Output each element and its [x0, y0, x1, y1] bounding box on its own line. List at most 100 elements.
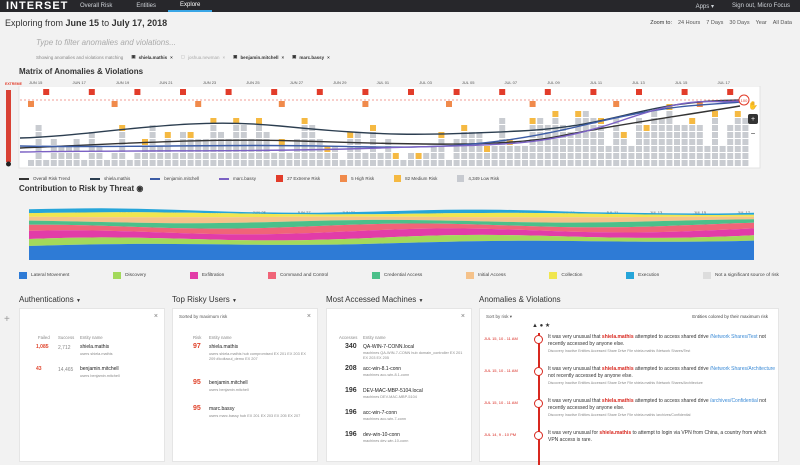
low-risk-cell[interactable] [575, 125, 582, 131]
low-risk-cell[interactable] [590, 153, 597, 159]
low-risk-cell[interactable] [674, 132, 680, 138]
low-risk-cell[interactable] [88, 153, 95, 159]
low-risk-cell[interactable] [461, 160, 468, 166]
low-risk-cell[interactable] [590, 160, 597, 166]
low-risk-cell[interactable] [316, 153, 323, 159]
low-risk-cell[interactable] [35, 132, 42, 138]
low-risk-cell[interactable] [248, 146, 255, 152]
low-risk-cell[interactable] [119, 139, 126, 145]
low-risk-cell[interactable] [651, 125, 658, 131]
low-risk-cell[interactable] [605, 146, 612, 152]
table-row[interactable]: 97 shiela.mathis users shiela.mathis hub c… [173, 343, 319, 369]
zoom-30-days[interactable]: 30 Days [729, 20, 750, 26]
low-risk-cell[interactable] [636, 153, 642, 159]
low-risk-cell[interactable] [263, 160, 270, 166]
low-risk-cell[interactable] [301, 139, 308, 145]
threat-band-discovery[interactable] [29, 234, 754, 246]
low-risk-cell[interactable] [172, 153, 179, 159]
low-risk-cell[interactable] [666, 125, 673, 131]
close-icon[interactable]: × [460, 313, 465, 320]
low-risk-cell[interactable] [689, 139, 696, 145]
low-risk-cell[interactable] [491, 160, 498, 166]
low-risk-cell[interactable] [81, 160, 88, 166]
low-risk-cell[interactable] [620, 153, 627, 159]
anomaly-matrix-chart[interactable]: 100 [0, 86, 770, 172]
low-risk-cell[interactable] [575, 160, 582, 166]
low-risk-cell[interactable] [734, 125, 741, 131]
legend-item[interactable]: Command and Control [267, 272, 328, 279]
low-risk-cell[interactable] [415, 160, 422, 166]
low-risk-cell[interactable] [712, 139, 718, 145]
shiela-mathis-line[interactable] [19, 99, 741, 139]
low-risk-cell[interactable] [233, 160, 240, 166]
low-risk-cell[interactable] [66, 160, 72, 166]
low-risk-cell[interactable] [636, 132, 642, 138]
threat-band-initial-access[interactable] [29, 216, 754, 224]
anomaly-user[interactable]: shiela.mathis [599, 430, 632, 436]
nav-overall-risk[interactable]: Overall Risk [80, 3, 113, 9]
low-risk-cell[interactable] [309, 125, 316, 131]
low-risk-cell[interactable] [180, 139, 186, 145]
low-risk-cell[interactable] [354, 160, 361, 166]
low-risk-cell[interactable] [658, 132, 665, 138]
low-risk-cell[interactable] [392, 160, 399, 166]
low-risk-cell[interactable] [727, 153, 734, 159]
low-risk-cell[interactable] [552, 153, 559, 159]
anomaly-description[interactable]: It was very unusual that shiela.mathis a… [548, 334, 778, 348]
low-risk-cell[interactable] [233, 153, 240, 159]
low-risk-cell[interactable] [294, 139, 300, 145]
chip-benjamin[interactable]: ▣ benjamin.mitchell × [233, 54, 284, 60]
low-risk-cell[interactable] [461, 139, 468, 145]
star-icon[interactable]: ★ [544, 323, 551, 329]
low-risk-cell[interactable] [354, 132, 361, 138]
low-risk-cell[interactable] [468, 146, 475, 152]
low-risk-cell[interactable] [301, 132, 308, 138]
legend-item[interactable]: 27 Extreme Risk [276, 175, 320, 182]
low-risk-cell[interactable] [316, 160, 323, 166]
low-risk-cell[interactable] [742, 139, 749, 145]
medium-risk-cell[interactable] [301, 118, 308, 124]
low-risk-cell[interactable] [263, 153, 270, 159]
close-icon[interactable]: × [281, 54, 285, 60]
low-risk-cell[interactable] [476, 132, 483, 138]
table-row[interactable]: 208 acc-win-8.1-conn machines acc-win-8.1-… [327, 365, 473, 385]
low-risk-cell[interactable] [689, 125, 696, 131]
extreme-risk-cell[interactable] [499, 89, 506, 95]
apps-menu[interactable]: Apps ▾ [696, 3, 714, 10]
low-risk-cell[interactable] [248, 139, 255, 145]
low-risk-cell[interactable] [636, 139, 642, 145]
low-risk-cell[interactable] [438, 146, 445, 152]
low-risk-cell[interactable] [476, 139, 483, 145]
low-risk-cell[interactable] [613, 160, 620, 166]
low-risk-cell[interactable] [658, 125, 665, 131]
low-risk-cell[interactable] [552, 118, 559, 124]
low-risk-cell[interactable] [164, 146, 171, 152]
low-risk-cell[interactable] [636, 118, 642, 124]
low-risk-cell[interactable] [438, 139, 445, 145]
low-risk-cell[interactable] [256, 160, 262, 166]
entity-name[interactable]: benjamin.mitchell [80, 366, 119, 372]
low-risk-cell[interactable] [301, 153, 308, 159]
low-risk-cell[interactable] [134, 160, 141, 166]
low-risk-cell[interactable] [240, 125, 247, 131]
eye-icon[interactable]: ◉ [136, 184, 144, 193]
low-risk-cell[interactable] [58, 146, 65, 152]
low-risk-cell[interactable] [613, 132, 620, 138]
low-risk-cell[interactable] [598, 132, 604, 138]
low-risk-cell[interactable] [727, 125, 734, 131]
low-risk-cell[interactable] [210, 146, 217, 152]
entity-name[interactable]: acc-win-8.1-conn [363, 366, 402, 372]
low-risk-cell[interactable] [514, 153, 521, 159]
low-risk-cell[interactable] [734, 132, 741, 138]
anomaly-description[interactable]: It was very unusual that shiela.mathis a… [548, 366, 778, 380]
low-risk-cell[interactable] [484, 153, 490, 159]
table-row[interactable]: 95 marc.bassy users marc.bassy hub EX 201 … [173, 405, 319, 431]
low-risk-cell[interactable] [263, 139, 270, 145]
low-risk-cell[interactable] [552, 139, 559, 145]
low-risk-cell[interactable] [218, 139, 224, 145]
add-panel-icon[interactable]: + [4, 314, 10, 325]
low-risk-cell[interactable] [674, 146, 680, 152]
low-risk-cell[interactable] [50, 160, 57, 166]
sort-by-risk[interactable]: Sort by risk ▾ [486, 314, 512, 320]
low-risk-cell[interactable] [499, 132, 506, 138]
